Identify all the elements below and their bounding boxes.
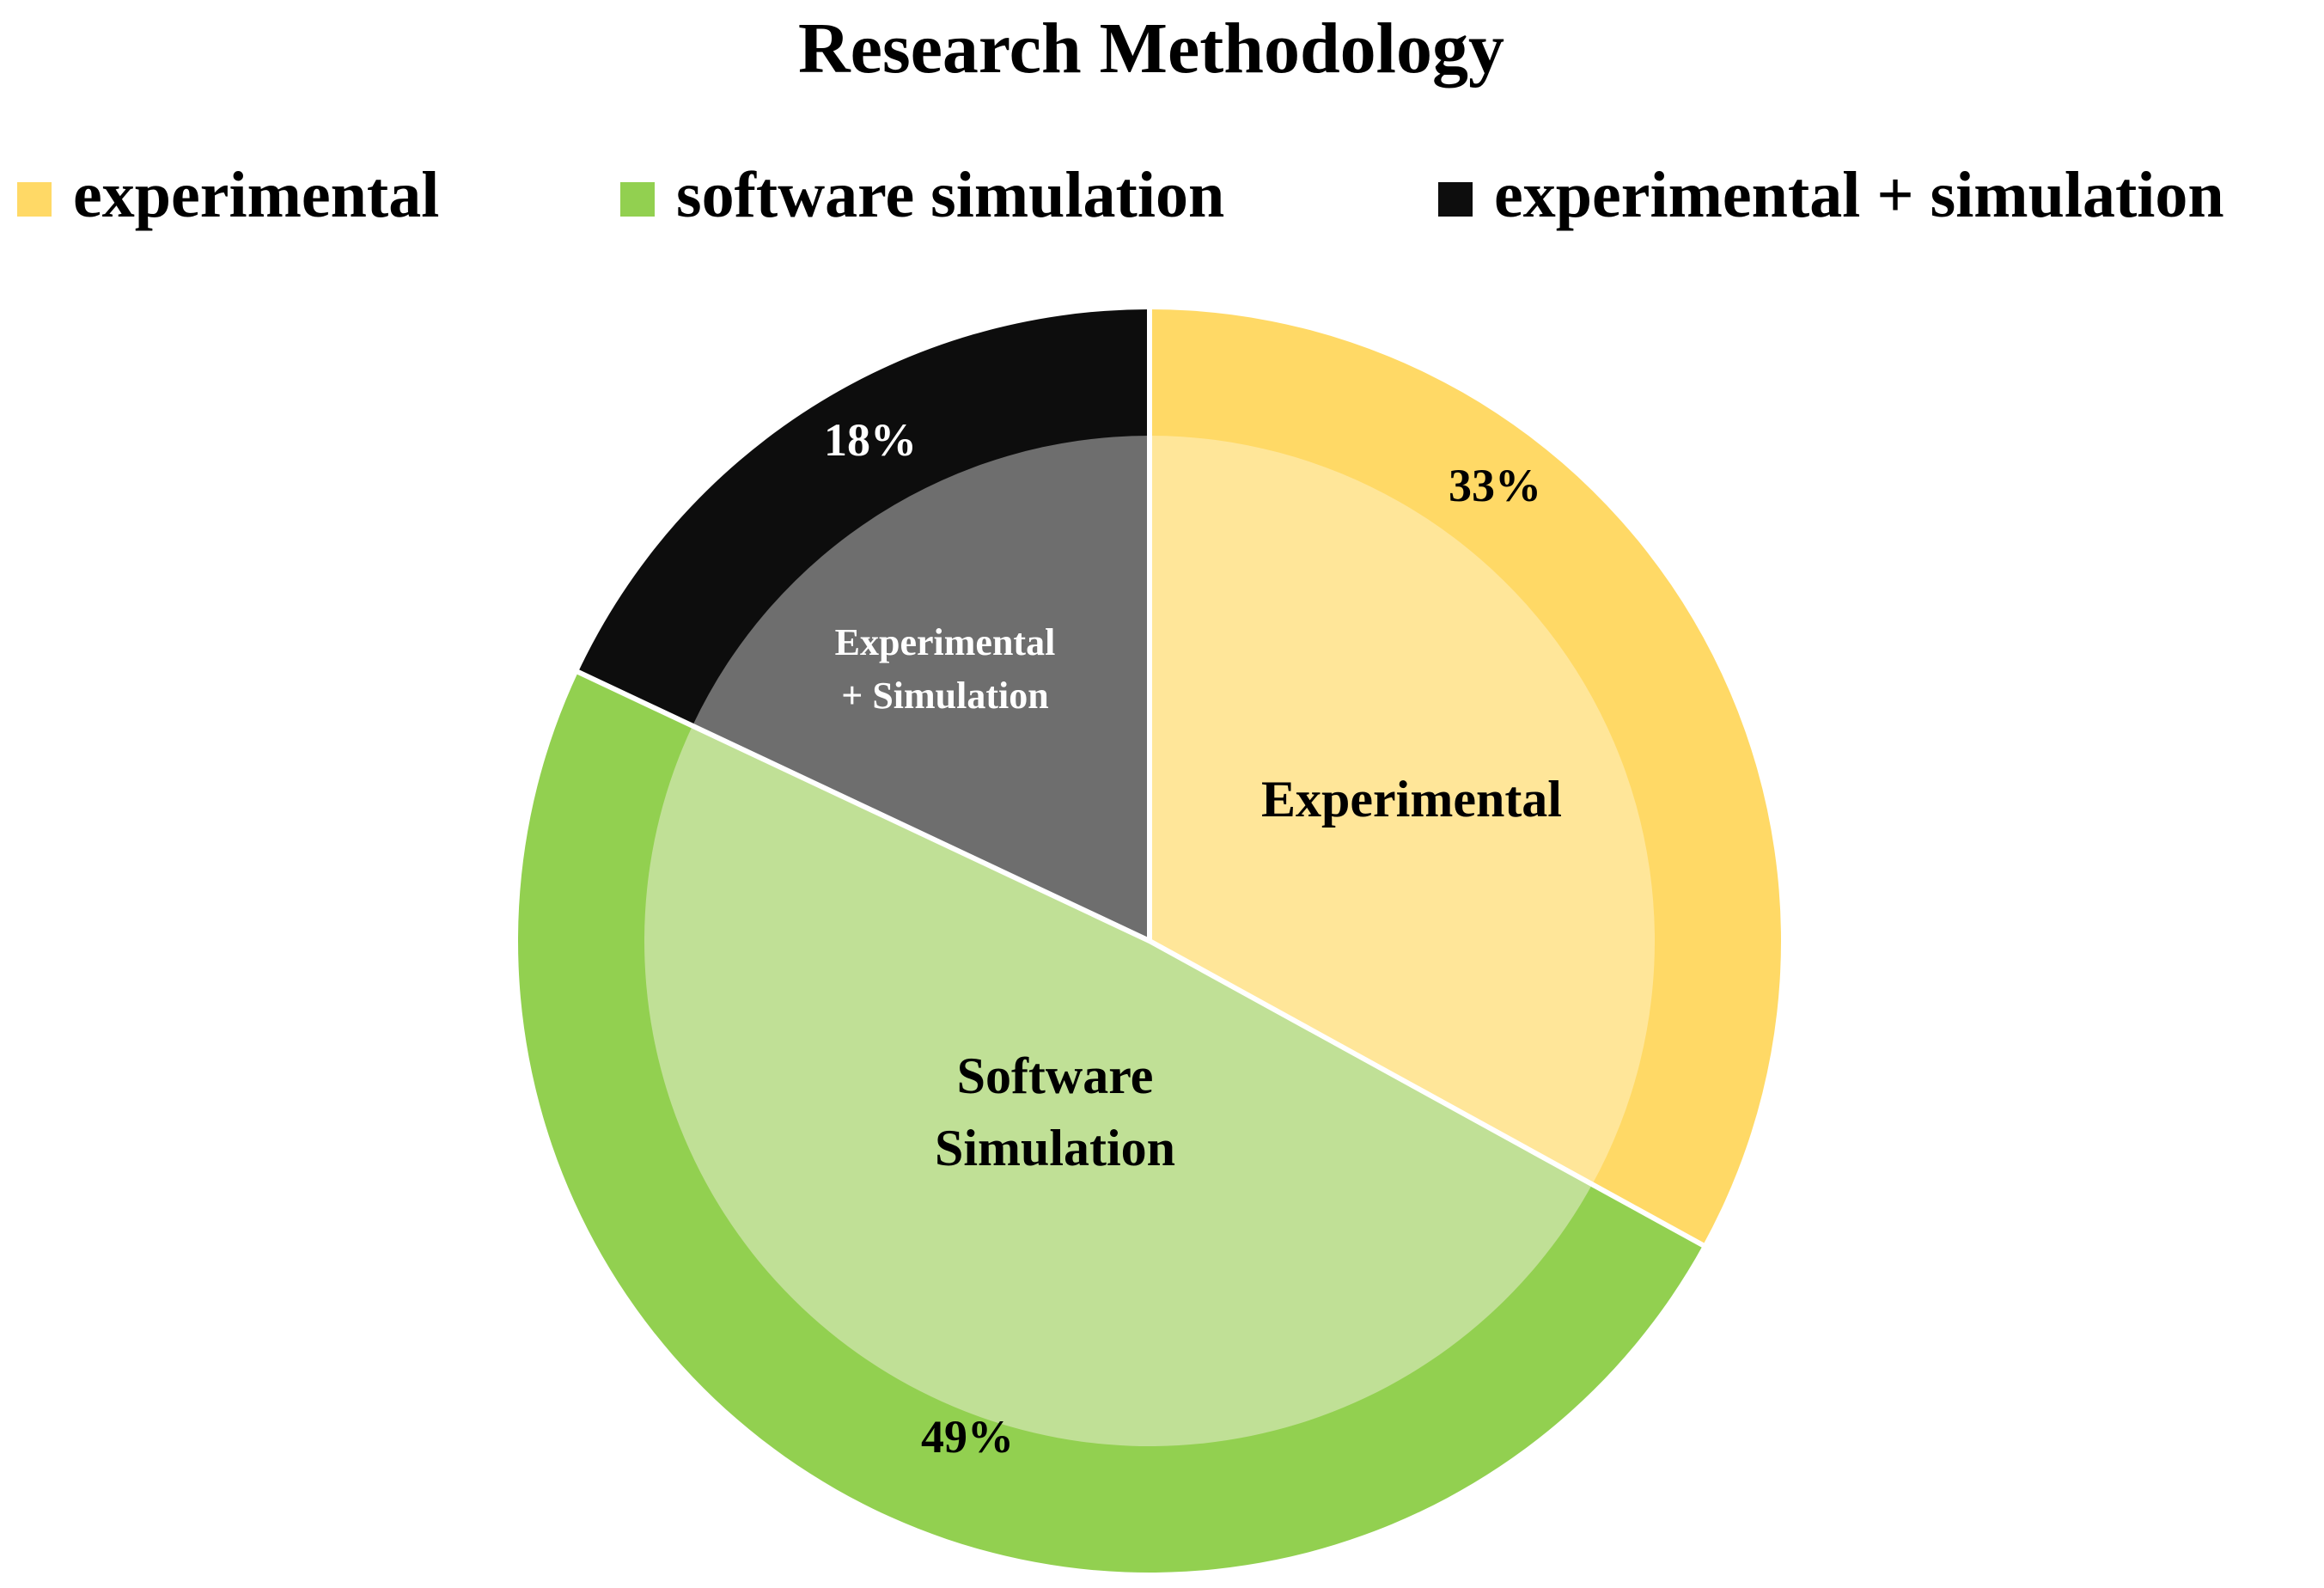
percent-label: 33% — [1449, 460, 1541, 511]
legend-swatch — [620, 182, 655, 217]
legend: experimental software simulation experimen… — [17, 159, 2224, 231]
slice-name-label: Experimental — [1261, 771, 1562, 828]
legend-item: software simulation — [620, 159, 1224, 231]
slice-name-label: Simulation — [935, 1120, 1175, 1176]
legend-item: experimental + simulation — [1438, 159, 2224, 231]
slice-dividers — [575, 308, 1706, 1249]
slice-divider — [575, 669, 1151, 944]
legend-swatch — [1438, 182, 1473, 217]
slice-inner — [1150, 436, 1655, 1185]
legend-label: experimental + simulation — [1494, 159, 2224, 231]
percent-label: 18% — [824, 414, 917, 466]
slice-labels: 33% Experimental 49% Software Simulation 18% E… — [824, 414, 1562, 1463]
chart-title: Research Methodology — [798, 9, 1504, 89]
legend-label: software simulation — [676, 159, 1224, 231]
slice-name-label: Software — [957, 1047, 1154, 1104]
slice-divider — [1148, 938, 1706, 1249]
slice-inner — [644, 725, 1593, 1446]
legend-label: experimental — [73, 159, 439, 231]
percent-label: 49% — [921, 1411, 1014, 1463]
legend-swatch — [17, 182, 52, 217]
slice-inner — [692, 436, 1150, 941]
slice-name-label: + Simulation — [841, 675, 1048, 717]
inner-disc — [644, 436, 1655, 1446]
legend-item: experimental — [17, 159, 439, 231]
slice-name-label: Experimental — [835, 621, 1056, 663]
